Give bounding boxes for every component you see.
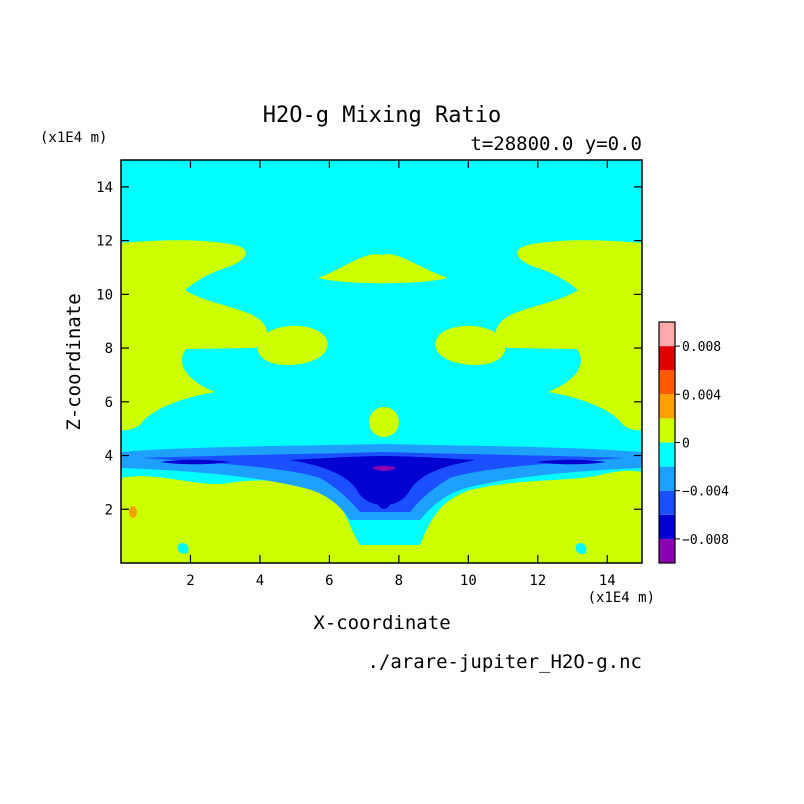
y-tick-label: 6 — [105, 395, 113, 411]
upper-left-fill — [121, 300, 268, 350]
positive-patch — [129, 506, 137, 518]
colorbar-swatch — [659, 322, 675, 347]
colorbar-tick-label: 0.004 — [682, 388, 721, 403]
x-tick-label: 14 — [599, 573, 616, 589]
colorbar-swatch — [659, 466, 675, 491]
source-label: ./arare-jupiter_H2O-g.nc — [367, 651, 642, 673]
mid-right-blob — [435, 325, 506, 366]
y-tick-label: 12 — [96, 234, 113, 250]
x-axis: 2 4 6 8 10 12 14 — [186, 160, 616, 589]
center-blob — [369, 407, 399, 437]
colorbar-tick-label: 0.008 — [682, 340, 721, 355]
upper-right-fill — [495, 300, 642, 350]
colorbar: 0.008 0.004 0 −0.004 −0.008 — [658, 321, 729, 564]
colorbar-swatch — [659, 538, 675, 563]
x-tick-label: 8 — [395, 573, 403, 589]
y-axis: 2 4 6 8 10 12 14 — [96, 180, 642, 518]
colorbar-tick-label: −0.008 — [682, 533, 729, 548]
y-tick-label: 10 — [96, 287, 113, 303]
negative-min-cell — [372, 465, 396, 471]
colorbar-tick-label: 0 — [682, 437, 690, 452]
x-tick-label: 4 — [256, 573, 264, 589]
y-tick-label: 2 — [105, 502, 113, 518]
center-top-wedge — [318, 254, 448, 284]
mid-left-blob — [257, 325, 328, 366]
y-unit-label: (x1E4 m) — [40, 130, 107, 146]
negative-right-streak — [536, 459, 606, 465]
colorbar-swatch — [659, 394, 675, 419]
lower-hole-right — [575, 542, 587, 555]
colorbar-swatch — [659, 442, 675, 467]
colorbar-tick-label: −0.004 — [682, 485, 729, 500]
y-axis-label: Z-coordinate — [63, 293, 85, 430]
x-tick-label: 6 — [325, 573, 333, 589]
chart-subtitle: t=28800.0 y=0.0 — [470, 133, 642, 155]
colorbar-swatch — [659, 346, 675, 371]
plot-frame — [120, 159, 643, 564]
negative-core — [290, 456, 476, 505]
plot-area — [121, 160, 642, 563]
colorbar-swatch — [659, 490, 675, 515]
x-unit-label: (x1E4 m) — [588, 590, 655, 606]
negative-min-stem — [378, 493, 390, 509]
colorbar-swatch — [659, 514, 675, 539]
x-tick-label: 2 — [186, 573, 194, 589]
negative-left-streak — [160, 459, 230, 465]
y-tick-label: 8 — [105, 341, 113, 357]
lower-hole-left — [177, 542, 189, 554]
chart-title: H2O-g Mixing Ratio — [263, 103, 501, 128]
colorbar-swatch — [659, 418, 675, 443]
x-tick-label: 12 — [529, 573, 546, 589]
lower-positive-region — [121, 470, 642, 563]
x-axis-label: X-coordinate — [313, 612, 450, 634]
y-tick-label: 4 — [105, 449, 113, 465]
y-tick-label: 14 — [96, 180, 113, 196]
x-tick-label: 10 — [460, 573, 477, 589]
colorbar-swatch — [659, 370, 675, 395]
